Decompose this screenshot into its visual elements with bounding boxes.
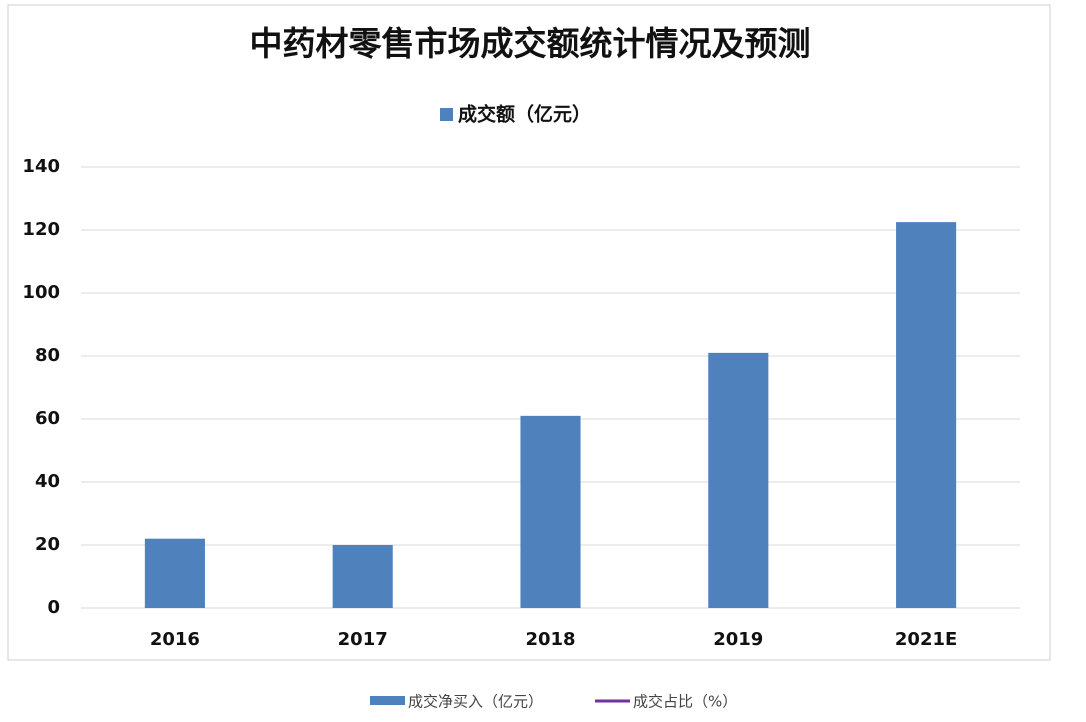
- x-tick-label: 2016: [150, 629, 200, 650]
- x-tick-label: 2017: [338, 629, 388, 650]
- y-tick-label: 140: [22, 156, 60, 177]
- bar: [332, 545, 393, 608]
- chart-title: 中药材零售市场成交额统计情况及预测: [250, 24, 811, 63]
- background-legend-label: 成交占比（%）: [633, 693, 737, 711]
- bar: [520, 415, 581, 608]
- chart-frame: [7, 4, 1051, 661]
- background-legend-label: 成交净买入（亿元）: [408, 693, 543, 711]
- legend-label: 成交额（亿元）: [458, 103, 591, 126]
- y-tick-label: 0: [47, 597, 60, 618]
- x-tick-label: 2019: [713, 629, 763, 650]
- bar: [708, 352, 769, 608]
- legend-swatch: [440, 108, 453, 121]
- bar: [144, 538, 205, 608]
- y-tick-label: 40: [35, 471, 60, 492]
- bar: [896, 222, 957, 608]
- y-tick-label: 80: [35, 345, 60, 366]
- x-tick-label: 2021E: [895, 629, 957, 650]
- y-tick-label: 120: [22, 219, 60, 240]
- y-tick-label: 60: [35, 408, 60, 429]
- y-tick-label: 100: [22, 282, 60, 303]
- x-tick-label: 2018: [525, 629, 575, 650]
- background-legend-swatch: [370, 696, 405, 705]
- y-tick-label: 20: [35, 534, 60, 555]
